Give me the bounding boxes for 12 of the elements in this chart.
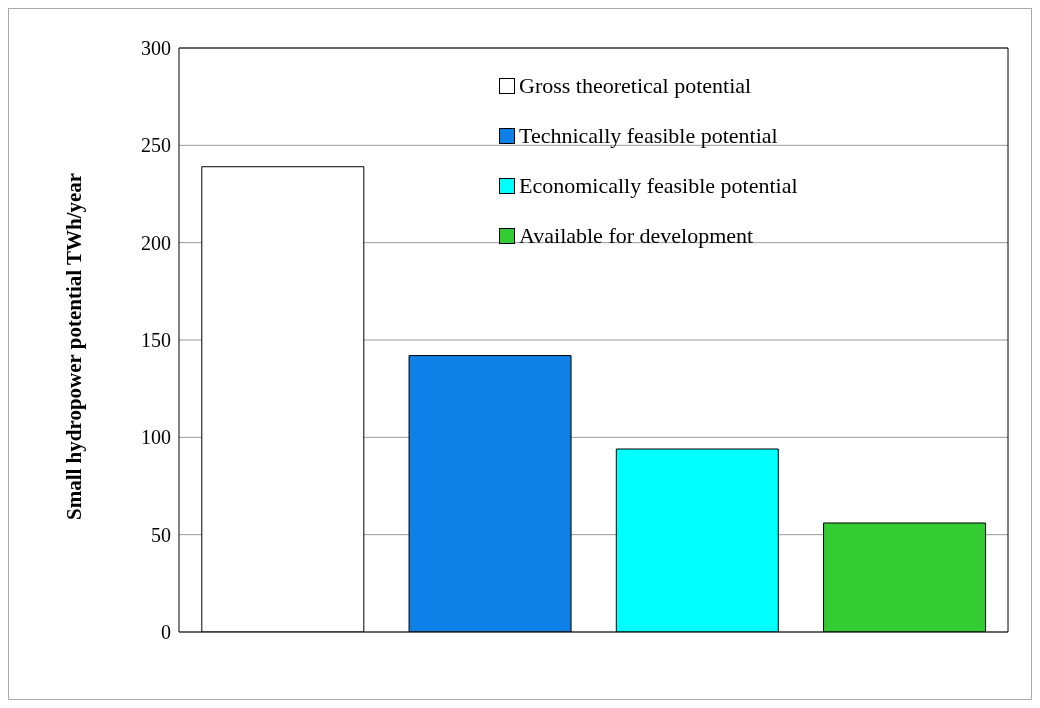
- y-tick-label: 200: [141, 231, 171, 254]
- y-axis-title: Small hydropower potential TWh/year: [62, 172, 87, 520]
- legend-label: Gross theoretical potential: [519, 73, 752, 99]
- y-tick-label: 100: [141, 426, 171, 449]
- y-tick-label: 50: [151, 523, 171, 546]
- y-tick-label: 0: [161, 621, 171, 644]
- y-tick-label: 250: [141, 134, 171, 157]
- legend-label: Available for development: [519, 223, 754, 249]
- y-tick-label: 150: [141, 329, 171, 352]
- legend-label: Technically feasible potential: [519, 123, 778, 149]
- legend-label: Economically feasible potential: [519, 173, 798, 199]
- y-tick-label: 300: [141, 37, 171, 60]
